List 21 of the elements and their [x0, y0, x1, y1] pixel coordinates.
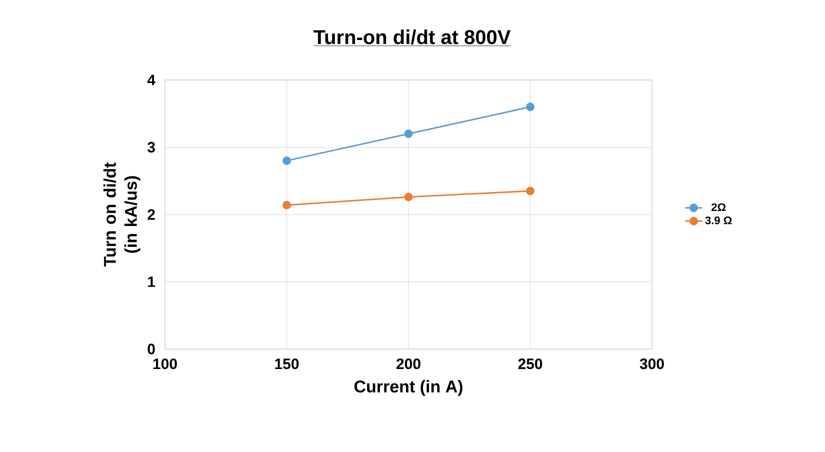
point [282, 156, 292, 165]
point [282, 200, 292, 210]
y-tick-label: 1 [148, 276, 156, 287]
y-tick-label: 3 [147, 142, 155, 153]
y-tick-label: 2 [148, 209, 155, 220]
point [404, 130, 413, 138]
x-tick-label: 300 [640, 358, 664, 370]
chart-title: Turn-on di/dt at 800V [314, 30, 511, 44]
legend-label: 3.9 Ω [705, 216, 732, 224]
legend-label: 2Ω [711, 203, 726, 211]
x-tick-label: 100 [153, 358, 177, 370]
point [526, 186, 534, 196]
x-tick-label: 150 [275, 358, 299, 370]
point [404, 192, 413, 202]
y-tick-label: 4 [147, 74, 156, 86]
x-tick-label: 200 [396, 358, 420, 370]
y-axis-title: Turn on di/dt (in kA/us) [103, 162, 140, 267]
y-tick-label: 0 [148, 344, 155, 354]
point [526, 102, 534, 112]
x-axis-title: Current (in A) [354, 380, 462, 396]
x-tick-label: 250 [518, 358, 542, 370]
